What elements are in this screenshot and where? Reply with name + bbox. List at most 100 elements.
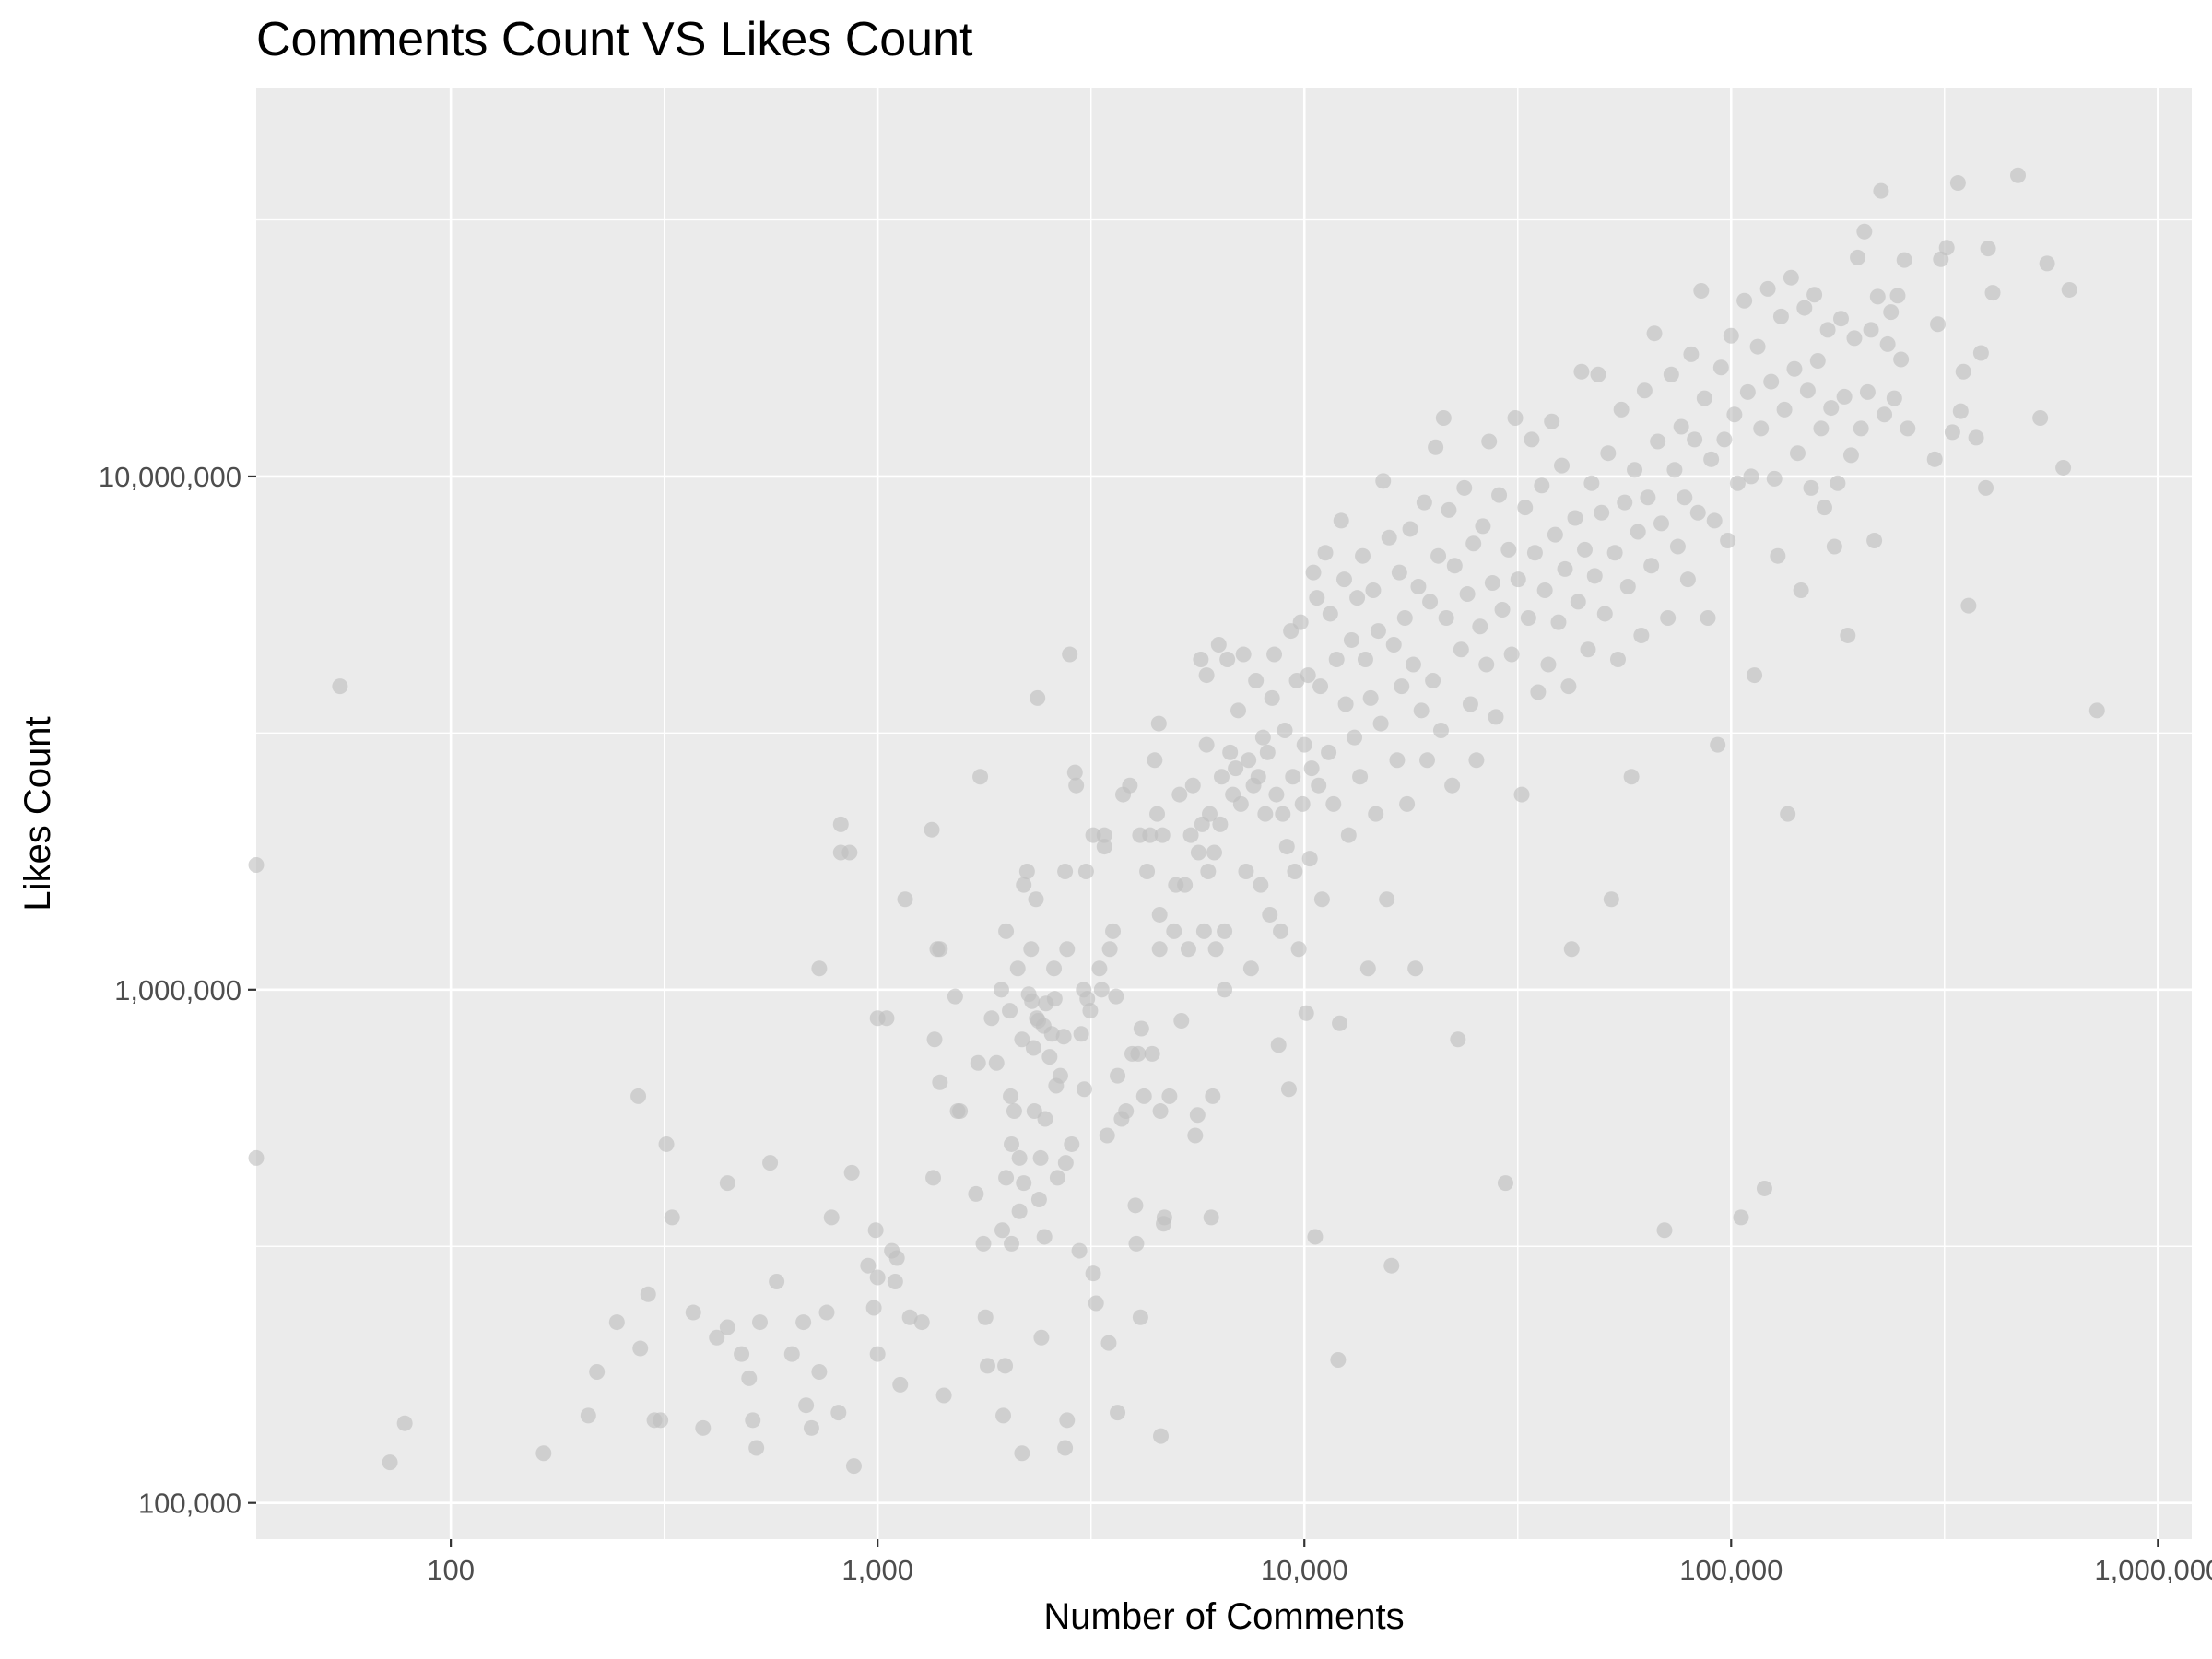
data-point	[1312, 678, 1329, 695]
data-point	[1059, 941, 1076, 958]
data-point	[1759, 280, 1776, 297]
data-point	[2032, 409, 2049, 426]
data-point	[1210, 637, 1227, 653]
data-point	[1055, 1029, 1072, 1045]
data-point	[1332, 1015, 1348, 1031]
data-point	[1679, 571, 1696, 588]
data-point	[1195, 923, 1212, 939]
data-point	[1025, 1040, 1041, 1056]
data-point	[1294, 795, 1311, 812]
data-point	[1250, 769, 1266, 785]
data-point	[1536, 582, 1553, 598]
data-point	[1666, 462, 1683, 478]
data-point	[1173, 1012, 1190, 1029]
data-point	[1277, 723, 1293, 739]
plot-panel	[256, 88, 2192, 1539]
data-point	[1517, 500, 1534, 516]
data-point	[1497, 1175, 1513, 1192]
data-point	[745, 1412, 761, 1429]
data-point	[1135, 1088, 1152, 1104]
data-point	[632, 1340, 649, 1357]
data-point	[1177, 877, 1194, 893]
data-point	[803, 1419, 819, 1436]
data-point	[1101, 941, 1118, 958]
data-point	[748, 1440, 765, 1456]
data-point	[1669, 538, 1686, 555]
data-point	[1037, 1111, 1053, 1127]
data-point	[1507, 409, 1524, 426]
data-point	[1530, 684, 1547, 700]
data-point	[1656, 1222, 1673, 1239]
data-point	[1213, 769, 1230, 785]
data-point	[1030, 1192, 1047, 1208]
data-point	[1583, 475, 1600, 491]
data-point	[993, 982, 1009, 998]
data-point	[1128, 1235, 1145, 1252]
data-point	[1096, 839, 1112, 855]
data-point	[1198, 736, 1215, 753]
data-point	[1368, 806, 1384, 822]
data-point	[1563, 941, 1580, 958]
data-point	[1073, 1026, 1089, 1042]
data-point	[1481, 433, 1498, 450]
data-point	[1866, 533, 1883, 549]
data-point	[1636, 382, 1653, 399]
data-point	[1840, 627, 1856, 643]
data-point	[869, 1269, 886, 1286]
data-point	[1407, 960, 1424, 977]
data-point	[1547, 526, 1563, 543]
data-point	[741, 1370, 758, 1386]
data-point	[1710, 736, 1726, 753]
data-point	[1014, 1031, 1030, 1048]
data-point	[1059, 1412, 1076, 1429]
data-point	[1446, 558, 1463, 574]
data-point	[935, 1387, 952, 1404]
data-point	[983, 1010, 1000, 1027]
data-point	[888, 1250, 905, 1266]
data-point	[1396, 609, 1413, 626]
data-point	[1349, 590, 1366, 606]
data-point	[878, 1010, 895, 1027]
data-point	[719, 1319, 735, 1335]
data-point	[925, 1170, 942, 1186]
data-point	[1819, 322, 1836, 338]
data-point	[1836, 388, 1853, 405]
data-point	[1650, 433, 1666, 450]
data-point	[1736, 292, 1753, 309]
data-point	[1896, 252, 1912, 268]
data-point	[1156, 1209, 1172, 1226]
data-point	[1011, 1203, 1028, 1219]
data-point	[1749, 338, 1766, 355]
data-point	[1444, 777, 1461, 794]
data-point	[1883, 304, 1900, 321]
data-point	[1441, 501, 1457, 518]
data-point	[823, 1209, 840, 1226]
y-tick-label: 10,000,000	[99, 461, 241, 493]
data-point	[1257, 806, 1274, 822]
data-point	[1842, 447, 1859, 464]
x-tick-label: 10,000	[1261, 1554, 1348, 1586]
data-point	[1287, 863, 1303, 879]
data-point	[1187, 1127, 1204, 1144]
data-point	[1278, 839, 1295, 855]
data-point	[1557, 560, 1573, 577]
data-point	[1041, 1049, 1058, 1065]
data-point	[1653, 515, 1669, 532]
data-point	[1726, 406, 1743, 423]
data-point	[977, 1309, 994, 1325]
data-point	[998, 1170, 1015, 1186]
data-point	[709, 1329, 725, 1346]
data-point	[2055, 459, 2072, 476]
data-point	[1673, 418, 1689, 435]
data-point	[1309, 590, 1325, 606]
data-point	[248, 1149, 265, 1166]
data-point	[1028, 891, 1044, 908]
data-point	[1540, 656, 1557, 673]
data-point	[1016, 877, 1032, 893]
data-point	[1375, 473, 1392, 489]
data-point	[1082, 1003, 1099, 1019]
data-point	[1347, 729, 1363, 746]
data-point	[1362, 689, 1379, 706]
data-point	[1465, 535, 1482, 552]
data-point	[1127, 1197, 1144, 1214]
